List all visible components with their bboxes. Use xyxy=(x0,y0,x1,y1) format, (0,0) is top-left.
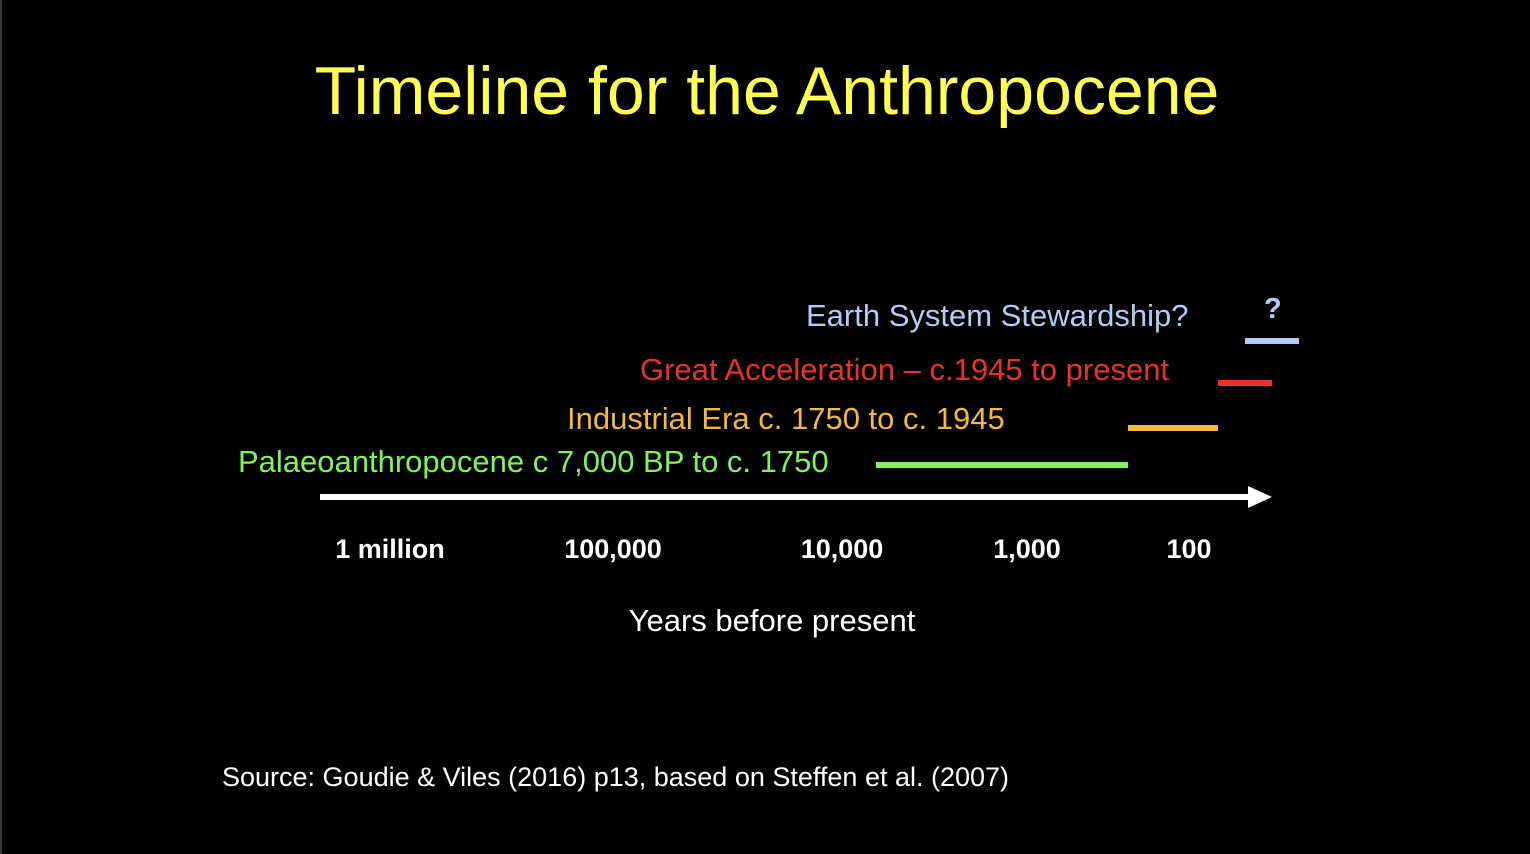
time-axis-arrowhead xyxy=(1248,486,1272,508)
era-label-great-acceleration: Great Acceleration – c.1945 to present xyxy=(640,352,1170,387)
time-axis-line xyxy=(320,494,1252,500)
tick-label-1-million: 1 million xyxy=(335,534,445,564)
era-label-palaeoanthropocene: Palaeoanthropocene c 7,000 BP to c. 1750 xyxy=(238,444,829,479)
axis-title: Years before present xyxy=(628,603,916,638)
tick-label-100000: 100,000 xyxy=(564,534,662,564)
era-label-industrial-era: Industrial Era c. 1750 to c. 1945 xyxy=(567,401,1005,436)
era-bar-stewardship xyxy=(1245,338,1299,344)
era-label-stewardship: Earth System Stewardship? xyxy=(806,298,1189,333)
era-bar-great-acceleration xyxy=(1218,380,1272,386)
stewardship-question-marker: ? xyxy=(1264,293,1282,325)
tick-label-10000: 10,000 xyxy=(800,534,884,564)
tick-label-100: 100 xyxy=(1166,534,1212,564)
era-bar-industrial-era xyxy=(1128,425,1218,431)
source-citation: Source: Goudie & Viles (2016) p13, based… xyxy=(222,762,1010,792)
slide-title: Timeline for the Anthropocene xyxy=(314,53,1220,129)
era-bar-palaeoanthropocene xyxy=(876,462,1128,468)
tick-label-1000: 1,000 xyxy=(993,534,1061,564)
